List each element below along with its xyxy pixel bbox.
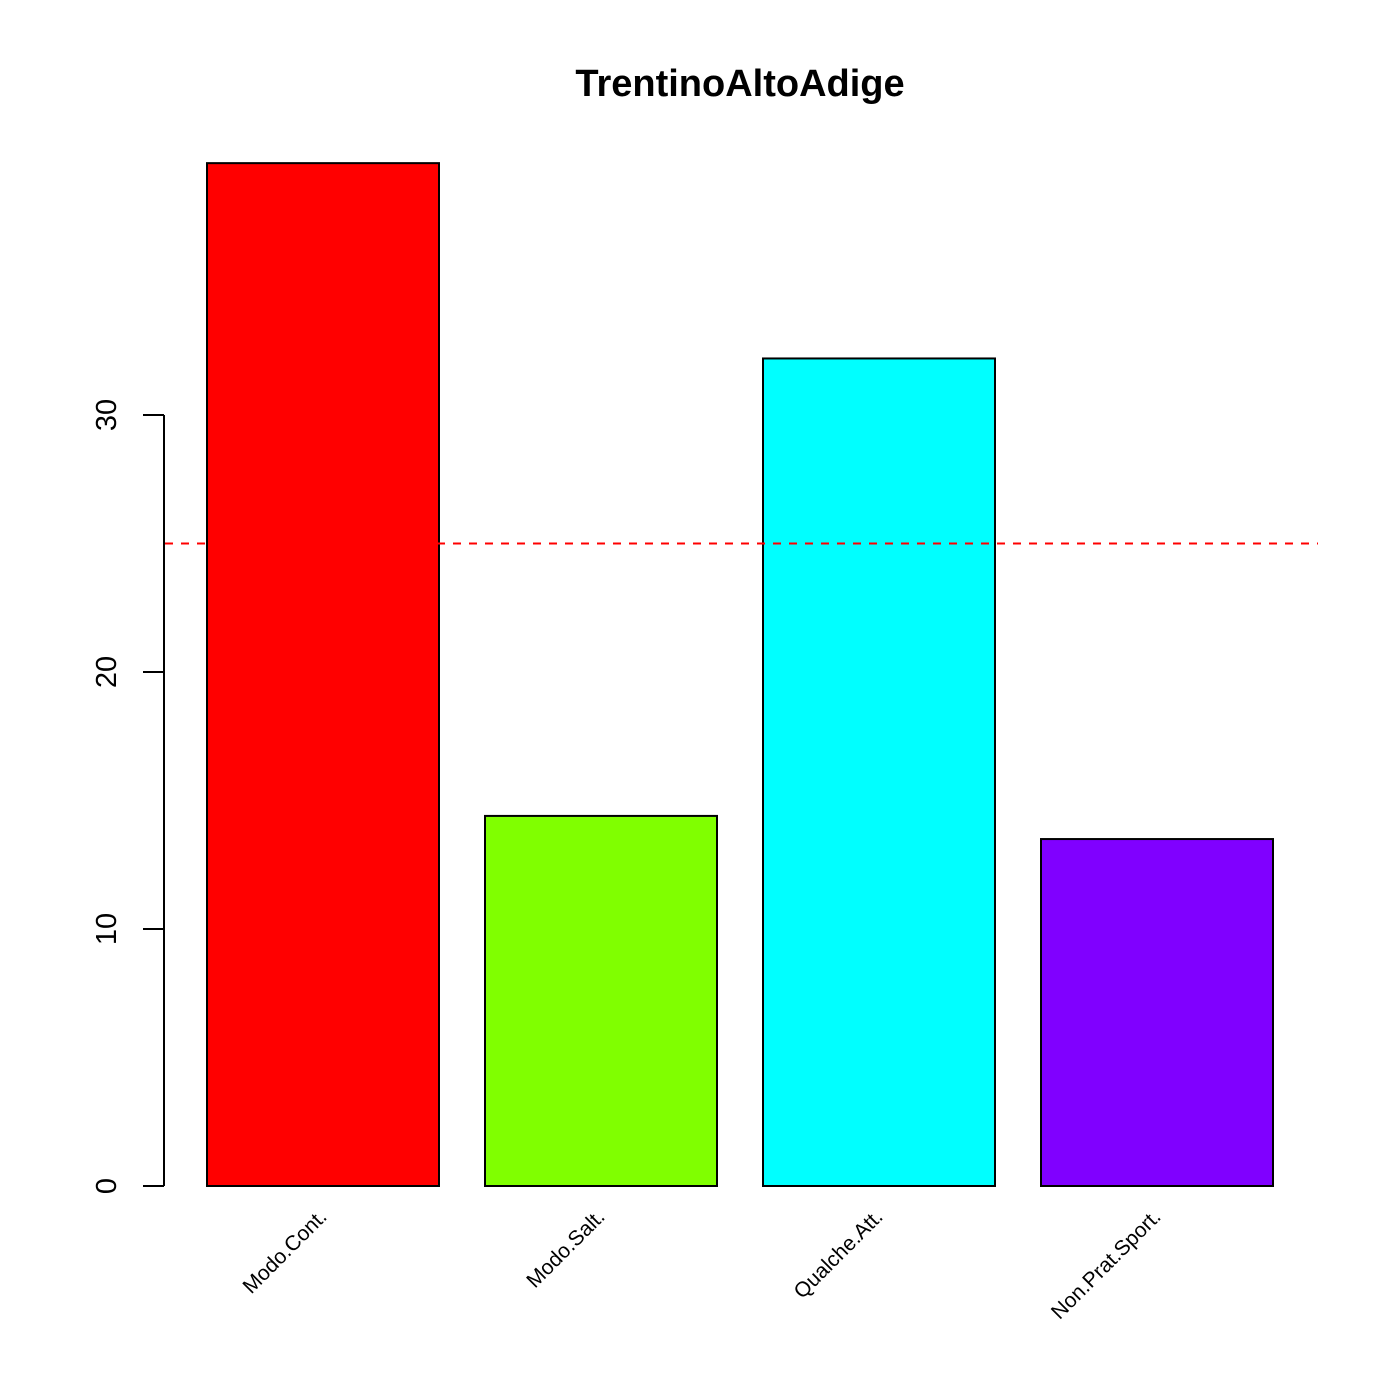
x-tick-label: Non.Prat.Sport.: [1047, 1205, 1166, 1324]
y-tick-label: 30: [91, 399, 123, 431]
y-tick-label: 20: [91, 656, 123, 688]
y-tick-label: 10: [91, 913, 123, 945]
x-axis-labels: Modo.Cont. Modo.Salt. Qualche.Att. Non.Prat…: [239, 1205, 1166, 1324]
chart-title: TrentinoAltoAdige: [575, 63, 904, 105]
bar-modo-cont: [206, 162, 440, 1187]
x-tick-label: Qualche.Att.: [790, 1205, 888, 1303]
bars-layer: [206, 162, 1274, 1187]
bar-non-prat-sport: [1040, 838, 1274, 1187]
bar-modo-salt: [484, 814, 718, 1187]
y-tick-label: 0: [91, 1178, 123, 1194]
x-tick-label: Modo.Salt.: [522, 1205, 609, 1292]
bar-qualche-att: [762, 357, 996, 1187]
y-axis: 0 10 20 30: [91, 399, 165, 1194]
x-tick-label: Modo.Cont.: [239, 1205, 332, 1298]
